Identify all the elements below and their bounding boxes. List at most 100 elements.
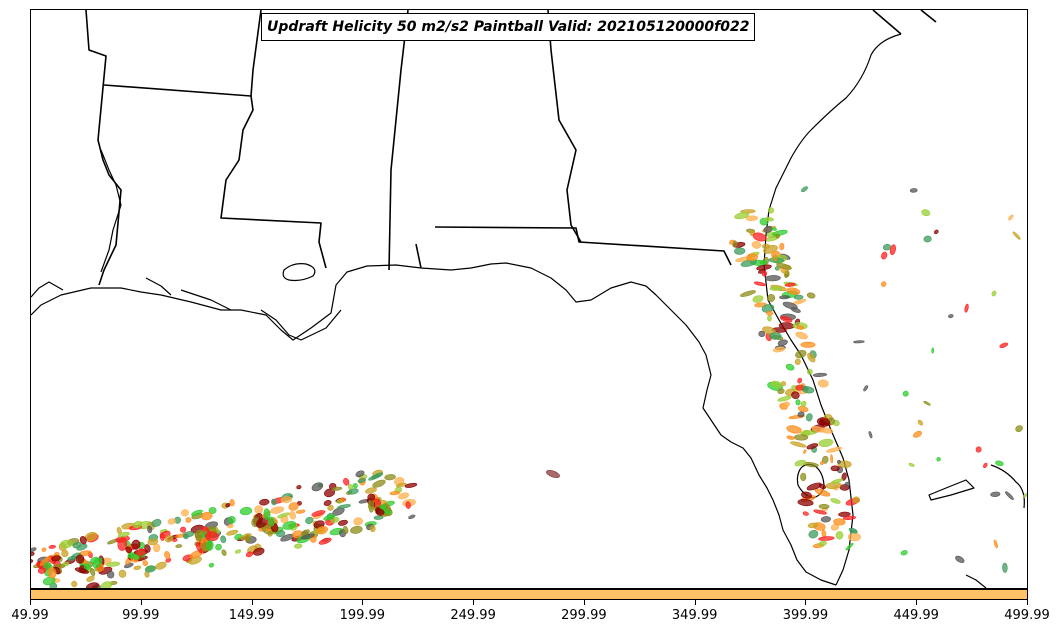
paintball-cell bbox=[837, 460, 852, 468]
paintball-cell bbox=[367, 493, 376, 501]
paintball-cell bbox=[350, 525, 363, 534]
paintball-cell bbox=[814, 488, 831, 497]
paintball-cell bbox=[92, 557, 103, 568]
paintball-cell bbox=[74, 567, 89, 574]
paintball-cell bbox=[369, 525, 376, 533]
paintball-cell bbox=[194, 532, 203, 541]
paintball-cell bbox=[61, 549, 69, 558]
paintball-cell bbox=[164, 551, 171, 559]
paintball-cell bbox=[777, 388, 785, 394]
paintball-cell bbox=[830, 465, 840, 472]
x-tick-label: 199.99 bbox=[339, 608, 386, 623]
paintball-cell bbox=[758, 330, 766, 338]
paintball-cell bbox=[372, 479, 386, 488]
paintball-cell bbox=[820, 461, 824, 465]
paintball-cell bbox=[343, 525, 349, 534]
paintball-cell bbox=[389, 491, 401, 496]
paintball-cell bbox=[311, 510, 326, 517]
paintball-cell bbox=[208, 507, 217, 514]
paintball-cell bbox=[117, 531, 130, 538]
paintball-cell bbox=[826, 446, 842, 453]
paintball-cell bbox=[215, 543, 222, 551]
paintball-cell bbox=[820, 516, 831, 523]
paintball-cell bbox=[964, 303, 969, 313]
paintball-cell bbox=[751, 241, 762, 249]
paintball-cell bbox=[234, 549, 242, 554]
paintball-cell bbox=[806, 292, 816, 299]
paintball-cell bbox=[1002, 562, 1008, 573]
map-title: Updraft Helicity 50 m2/s2 Paintball Vali… bbox=[261, 13, 756, 41]
paintball-cell bbox=[324, 488, 335, 498]
paintball-cell bbox=[772, 254, 778, 262]
paintball-cell bbox=[71, 580, 78, 588]
paintball-cell bbox=[841, 472, 847, 481]
island-east-1 bbox=[990, 464, 1025, 509]
paintball-cell bbox=[917, 419, 924, 426]
x-tick-label: 149.99 bbox=[228, 608, 275, 623]
paintball-cell bbox=[775, 233, 780, 239]
paintball-cell bbox=[785, 363, 795, 371]
paintball-cell bbox=[833, 518, 846, 526]
paintball-cell bbox=[734, 212, 750, 220]
paintball-cell bbox=[767, 207, 775, 214]
paintball-cell bbox=[106, 570, 115, 579]
paintball-cell bbox=[144, 565, 156, 573]
paintball-cell bbox=[902, 390, 909, 397]
paintball-cell bbox=[83, 563, 91, 571]
paintball-cell bbox=[31, 559, 34, 564]
paintball-cell bbox=[780, 315, 793, 323]
paintball-cell bbox=[183, 533, 189, 540]
paintball-cell bbox=[990, 491, 1001, 497]
paintball-cell bbox=[752, 232, 767, 242]
paintball-cell bbox=[795, 349, 807, 359]
paintball-cell bbox=[800, 472, 807, 482]
x-tick-mark bbox=[30, 600, 31, 605]
paintball-cell bbox=[311, 482, 324, 492]
paintball-cell bbox=[323, 514, 336, 521]
coastline-atlantic bbox=[763, 33, 902, 586]
paintball-cell bbox=[31, 551, 35, 557]
paintball-cell bbox=[796, 325, 805, 330]
paintball-cell bbox=[817, 379, 829, 388]
paintball-cell bbox=[759, 259, 768, 265]
paintball-cell bbox=[835, 531, 844, 540]
paintball-cell bbox=[847, 532, 861, 542]
paintball-cell bbox=[761, 243, 771, 249]
x-tick-mark bbox=[916, 600, 918, 605]
paintball-cell bbox=[818, 536, 835, 541]
paintball-cell bbox=[118, 569, 127, 578]
paintball-cell bbox=[803, 449, 807, 454]
state-border-ms-al bbox=[388, 10, 409, 271]
paintball-cell bbox=[153, 543, 161, 553]
paintball-cell bbox=[339, 497, 346, 503]
paintball-cell bbox=[818, 438, 834, 448]
paintball-cell bbox=[245, 534, 251, 543]
paintball-cell bbox=[753, 281, 766, 287]
x-tick-mark bbox=[251, 600, 253, 605]
paintball-cell bbox=[849, 529, 858, 534]
paintball-cell bbox=[923, 235, 932, 243]
paintball-cell bbox=[734, 247, 746, 255]
paintball-cell bbox=[771, 380, 783, 388]
paintball-cell bbox=[79, 536, 87, 545]
paintball-cell bbox=[881, 251, 888, 260]
paintball-cell bbox=[131, 539, 141, 550]
paintball-cell bbox=[31, 547, 37, 553]
x-tick-mark bbox=[583, 600, 585, 605]
paintball-cell bbox=[795, 399, 801, 406]
paintball-cell bbox=[259, 498, 270, 506]
paintball-cell bbox=[294, 543, 303, 549]
x-tick-mark bbox=[362, 600, 364, 605]
paintball-cell bbox=[790, 441, 807, 448]
paintball-cell bbox=[868, 431, 873, 439]
paintball-cell bbox=[352, 483, 358, 489]
state-border-al-ga bbox=[547, 10, 582, 243]
paintball-cell bbox=[821, 455, 829, 464]
paintball-cell bbox=[794, 459, 807, 467]
paintball-cell bbox=[921, 209, 931, 217]
x-tick-label: 349.99 bbox=[671, 608, 718, 623]
paintball-cell bbox=[327, 504, 334, 511]
paintball-cell bbox=[347, 488, 359, 495]
paintball-cell bbox=[395, 482, 407, 488]
paintball-cell bbox=[764, 217, 775, 222]
